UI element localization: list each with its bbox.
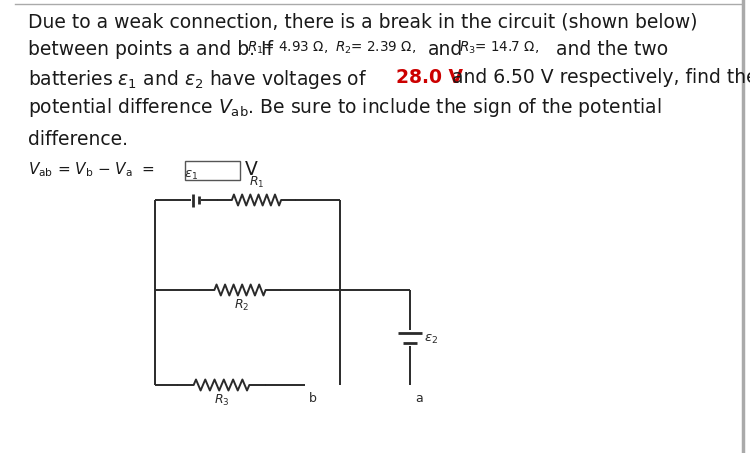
Text: batteries $\varepsilon_1$ and $\varepsilon_2$ have voltages of: batteries $\varepsilon_1$ and $\varepsil… (28, 68, 368, 91)
Bar (185, 161, 240, 180)
Text: $\mathit{\varepsilon}_1$: $\mathit{\varepsilon}_1$ (184, 169, 198, 182)
Text: $R_3$: $R_3$ (214, 393, 230, 408)
Text: V: V (245, 160, 258, 179)
Text: $R_2$= 2.39 Ω,: $R_2$= 2.39 Ω, (335, 40, 416, 57)
Text: $R_1$: $R_1$ (249, 175, 264, 190)
Text: between points a and b. If: between points a and b. If (28, 40, 279, 59)
Text: $\mathit{\varepsilon}_2$: $\mathit{\varepsilon}_2$ (424, 333, 438, 346)
Text: b: b (309, 392, 316, 405)
Text: difference.: difference. (28, 130, 128, 149)
Text: a: a (415, 392, 423, 405)
Text: $R_1$= 4.93 Ω,: $R_1$= 4.93 Ω, (247, 40, 328, 57)
Text: $R_2$: $R_2$ (234, 298, 250, 313)
Text: $V_\mathrm{ab}$ = $V_\mathrm{b}$ $-$ $V_\mathrm{a}$  =: $V_\mathrm{ab}$ = $V_\mathrm{b}$ $-$ $V_… (28, 160, 155, 178)
Text: Due to a weak connection, there is a break in the circuit (shown below): Due to a weak connection, there is a bre… (28, 12, 698, 31)
Text: and: and (428, 40, 464, 59)
Text: 28.0 V: 28.0 V (396, 68, 463, 87)
Text: and 6.50 V respectively, find the: and 6.50 V respectively, find the (452, 68, 750, 87)
Text: potential difference $V_\mathrm{ab}$. Be sure to include the sign of the potenti: potential difference $V_\mathrm{ab}$. Be… (28, 96, 662, 119)
Text: and the two: and the two (556, 40, 668, 59)
Text: $R_3$= 14.7 Ω,: $R_3$= 14.7 Ω, (459, 40, 539, 57)
